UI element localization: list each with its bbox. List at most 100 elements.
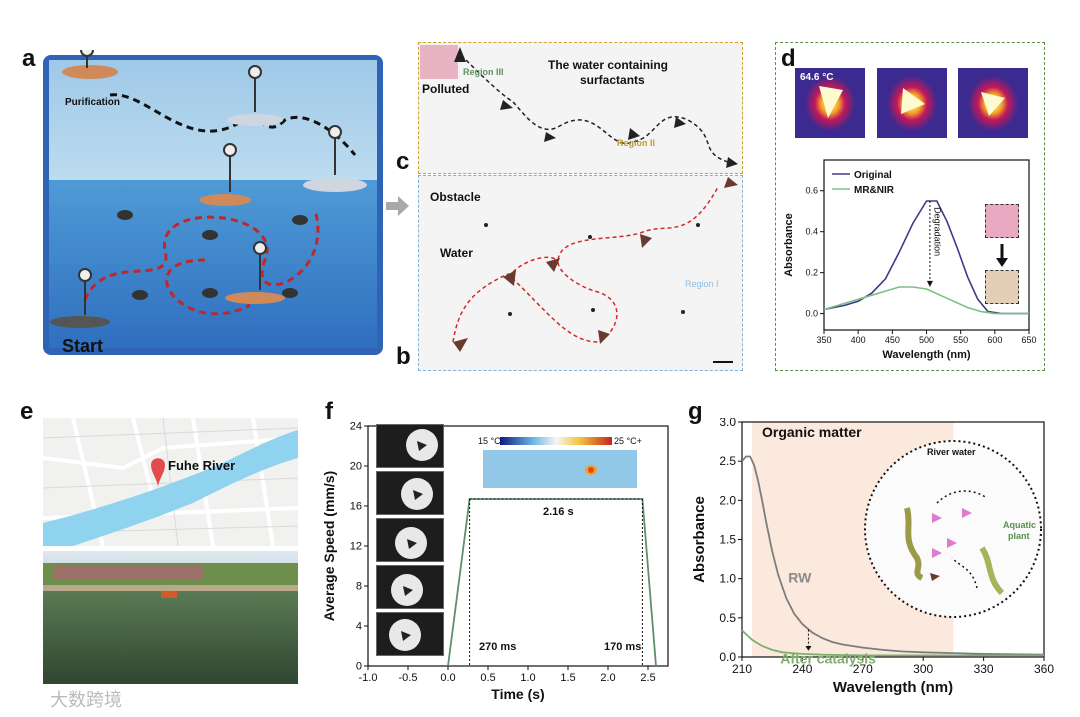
- start-label: Start: [62, 336, 104, 356]
- river-water-label: River water: [927, 447, 976, 457]
- panel-g-letter: g: [688, 398, 703, 425]
- panel-d-letter: d: [781, 45, 796, 72]
- panel-a-letter: a: [22, 45, 36, 72]
- rw-series-label: RW: [788, 570, 812, 586]
- x-tick-label: 300: [913, 662, 933, 676]
- organic-matter-label: Organic matter: [762, 424, 862, 440]
- end-time-label: 170 ms: [604, 641, 642, 653]
- x-tick-label: 0.5: [480, 672, 495, 684]
- watermark: 大数跨境: [50, 690, 122, 710]
- panel-d-chart: 350 400 450 500 550 600 650 0.0 0.2 0.4 0.6 Wavelen…: [783, 159, 1037, 361]
- x-tick-label: 1.5: [560, 672, 575, 684]
- x-tick-label: 330: [974, 662, 994, 676]
- degradation-arrow-head: [926, 280, 933, 287]
- x-tick-label: 500: [919, 335, 934, 345]
- video-frames: [376, 424, 444, 656]
- y-tick-label: 4: [356, 621, 362, 633]
- fuhe-river-label: Fuhe River: [168, 458, 236, 473]
- panel-c-frame: [418, 42, 743, 174]
- series-line-1: [741, 629, 1044, 657]
- after-catalysis-label: After catalysis: [780, 650, 876, 666]
- colorbar-min: 15 °C: [478, 436, 501, 446]
- x-tick-label: -0.5: [399, 672, 418, 684]
- panel-e-letter: e: [20, 398, 34, 425]
- y-tick-label: 0.2: [805, 268, 818, 278]
- x-tick-label: 650: [1021, 335, 1036, 345]
- series-line-1: [823, 286, 1029, 315]
- polluted-label: Polluted: [422, 82, 470, 96]
- purification-label: Purification: [65, 97, 121, 108]
- x-tick-label: 210: [732, 662, 752, 676]
- panel-f-letter: f: [325, 398, 333, 425]
- degradation-label: Degradation: [933, 207, 943, 256]
- plant-label: plant: [1008, 531, 1030, 541]
- water-surfactants-title-2: surfactants: [580, 73, 645, 87]
- x-axis-label: Wavelength (nm): [882, 349, 971, 361]
- y-tick-label: 0.0: [805, 309, 818, 319]
- thermal-images: [795, 68, 1028, 138]
- x-tick-label: -1.0: [359, 672, 378, 684]
- x-tick-label: 0.0: [440, 672, 455, 684]
- y-tick-label: 2.5: [719, 454, 736, 468]
- y-tick-label: 3.0: [719, 418, 736, 429]
- x-axis-label: Time (s): [491, 686, 544, 702]
- obstacle-label: Obstacle: [430, 190, 481, 204]
- start-time-label: 270 ms: [479, 641, 517, 653]
- x-tick-label: 240: [792, 662, 812, 676]
- water-surfactants-title-1: The water containing: [548, 58, 669, 72]
- y-tick-label: 0.0: [719, 650, 736, 664]
- thermal-colorbar: [500, 437, 612, 445]
- down-arrow-icon: [996, 244, 1008, 267]
- pink-swatch: [985, 204, 1019, 238]
- y-tick-label: 1.5: [719, 533, 736, 547]
- x-tick-label: 400: [851, 335, 866, 345]
- y-tick-label: 0.5: [719, 611, 736, 625]
- x-tick-label: 1.0: [520, 672, 535, 684]
- y-tick-label: 12: [350, 541, 362, 553]
- polluted-swatch: [420, 45, 458, 79]
- region-3-label: Region III: [463, 67, 504, 77]
- y-axis-label: Absorbance: [783, 213, 795, 277]
- panel-f-chart: -1.0 -0.5 0.0 0.5 1.0 1.5 2.0 2.5 0 4 8 12 16 20 24 Tim…: [321, 421, 669, 702]
- x-tick-label: 600: [987, 335, 1002, 345]
- region-2-label: Region II: [617, 138, 655, 148]
- beige-swatch: [985, 270, 1019, 304]
- aquatic-label: Aquatic: [1003, 520, 1037, 530]
- series-line-0: [741, 455, 1045, 656]
- panel-c-letter: c: [396, 148, 410, 175]
- river-water-inset: [864, 440, 1042, 618]
- x-tick-label: 450: [885, 335, 900, 345]
- water-label: Water: [440, 246, 473, 260]
- y-tick-label: 0: [356, 661, 362, 673]
- region-1-label: Region I: [685, 279, 719, 289]
- x-tick-label: 270: [853, 662, 873, 676]
- y-axis-label: Absorbance: [691, 496, 708, 583]
- fuhe-river-map: [43, 418, 298, 546]
- x-tick-label: 2.0: [600, 672, 615, 684]
- arrow-right-icon: [386, 196, 409, 216]
- y-tick-label: 1.0: [719, 572, 736, 586]
- x-axis-label: Wavelength (nm): [833, 679, 953, 696]
- y-axis-label: Average Speed (mm/s): [321, 471, 337, 621]
- river-photo: [43, 551, 298, 684]
- panel-b-letter: b: [396, 343, 411, 370]
- x-tick-label: 350: [816, 335, 831, 345]
- y-tick-label: 0.6: [805, 186, 818, 196]
- panel-bc-paths: [452, 47, 738, 363]
- duration-label: 2.16 s: [543, 506, 574, 518]
- catalysis-arrow-head: [805, 646, 812, 651]
- thermal-snapshot: [483, 450, 637, 488]
- y-tick-label: 8: [356, 581, 362, 593]
- panel-a-illustration: [43, 50, 383, 355]
- x-tick-label: 550: [953, 335, 968, 345]
- legend-entry: Original: [854, 170, 892, 181]
- series-line-0: [447, 498, 657, 667]
- y-tick-label: 20: [350, 461, 362, 473]
- thermal-temp-label: 64.6 °C: [800, 72, 834, 83]
- y-tick-label: 24: [350, 421, 362, 433]
- legend-entry: MR&NIR: [854, 185, 895, 196]
- y-tick-label: 2.0: [719, 493, 736, 507]
- y-tick-label: 16: [350, 501, 362, 513]
- x-tick-label: 360: [1034, 662, 1054, 676]
- y-tick-label: 0.4: [805, 227, 818, 237]
